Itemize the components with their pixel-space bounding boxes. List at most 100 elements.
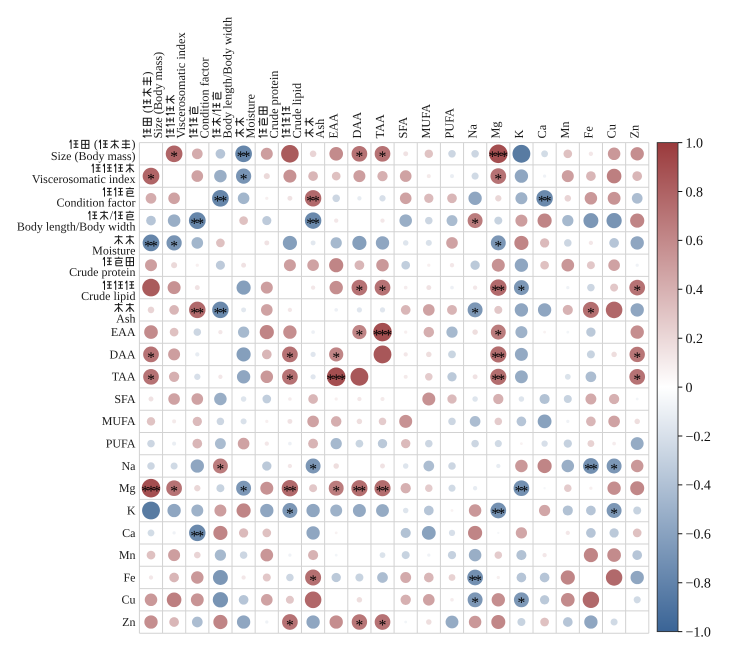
svg-text:): ) (140, 72, 154, 76)
svg-text:Mg: Mg (119, 481, 136, 495)
svg-text:*: * (356, 149, 364, 166)
svg-text:Fe: Fe (581, 126, 595, 139)
svg-text:*: * (196, 216, 204, 233)
svg-text:DAA: DAA (110, 347, 136, 361)
svg-text:*: * (286, 372, 294, 389)
svg-text:*: * (243, 149, 251, 166)
svg-text:*: * (170, 149, 178, 166)
svg-text:*: * (468, 572, 476, 589)
svg-text:*: * (584, 461, 592, 478)
svg-text:Ash: Ash (313, 119, 327, 139)
svg-text:Ca: Ca (122, 526, 136, 540)
svg-text:*: * (286, 505, 294, 522)
svg-text:*: * (515, 483, 523, 500)
svg-text:*: * (237, 149, 245, 166)
svg-text:SFA: SFA (396, 117, 410, 139)
svg-text:−0.8: −0.8 (686, 577, 711, 592)
svg-text:0.6: 0.6 (686, 234, 704, 249)
svg-text:*: * (150, 238, 158, 255)
svg-text:MUFA: MUFA (102, 414, 136, 428)
svg-text:*: * (497, 282, 505, 299)
svg-text:*: * (147, 372, 155, 389)
svg-text:MUFA: MUFA (419, 104, 433, 139)
svg-text:*: * (144, 238, 152, 255)
svg-text:*: * (326, 372, 334, 389)
svg-text:*: * (141, 483, 149, 500)
svg-text:Mn: Mn (558, 121, 572, 138)
svg-text:Zn: Zn (628, 125, 642, 139)
svg-text:DAA: DAA (350, 112, 364, 139)
svg-text:*: * (376, 483, 384, 500)
svg-text:K: K (127, 503, 136, 517)
svg-text:*: * (590, 461, 598, 478)
svg-text:Mg: Mg (489, 121, 503, 138)
svg-text:*: * (196, 528, 204, 545)
svg-text:*: * (356, 617, 364, 634)
svg-text:*: * (518, 282, 526, 299)
svg-text:*: * (356, 327, 364, 344)
svg-text:*: * (379, 617, 387, 634)
svg-text:*: * (497, 349, 505, 366)
svg-text:TAA: TAA (373, 114, 387, 138)
svg-text:−0.6: −0.6 (686, 528, 711, 543)
svg-text:*: * (471, 216, 479, 233)
svg-text:*: * (471, 595, 479, 612)
svg-text:*: * (500, 149, 508, 166)
svg-text:Moisture: Moisture (92, 243, 135, 257)
svg-text:*: * (289, 483, 297, 500)
svg-text:Crude lipid: Crude lipid (81, 289, 135, 303)
svg-text:*: * (338, 372, 346, 389)
svg-text:*: * (190, 216, 198, 233)
svg-text:): ) (132, 137, 136, 151)
svg-text:*: * (196, 305, 204, 322)
svg-text:*: * (544, 193, 552, 210)
svg-text:*: * (494, 238, 502, 255)
svg-text:/: / (209, 112, 223, 116)
svg-text:0.8: 0.8 (686, 185, 704, 200)
svg-text:*: * (332, 372, 340, 389)
svg-text:0: 0 (686, 381, 693, 396)
svg-text:−0.2: −0.2 (686, 430, 711, 445)
svg-text:EAA: EAA (327, 113, 341, 138)
svg-text:*: * (358, 483, 366, 500)
svg-text:*: * (312, 216, 320, 233)
svg-text:*: * (356, 282, 364, 299)
svg-text:Ca: Ca (535, 124, 549, 138)
svg-text:*: * (379, 149, 387, 166)
svg-text:Mn: Mn (119, 548, 136, 562)
svg-text:*: * (309, 572, 317, 589)
svg-text:*: * (283, 483, 291, 500)
svg-text:Na: Na (122, 459, 137, 473)
svg-text:Viscerosomatic index: Viscerosomatic index (174, 32, 188, 138)
svg-text:−1.0: −1.0 (686, 625, 711, 640)
svg-text:*: * (332, 483, 340, 500)
svg-text:*: * (312, 193, 320, 210)
svg-text:*: * (306, 216, 314, 233)
svg-text:PUFA: PUFA (442, 108, 456, 139)
svg-text:*: * (309, 461, 317, 478)
svg-text:0.2: 0.2 (686, 332, 704, 347)
svg-text:*: * (518, 595, 526, 612)
svg-text:*: * (497, 505, 505, 522)
svg-text:*: * (190, 305, 198, 322)
svg-text:TAA: TAA (112, 370, 136, 384)
svg-text:−0.4: −0.4 (686, 479, 711, 494)
svg-text:Ash: Ash (116, 311, 135, 325)
svg-text:*: * (220, 193, 228, 210)
svg-text:*: * (382, 483, 390, 500)
svg-text:*: * (494, 171, 502, 188)
svg-text:Crude protein: Crude protein (267, 71, 281, 139)
svg-text:Moisture: Moisture (244, 94, 258, 139)
svg-text:*: * (633, 349, 641, 366)
svg-text:*: * (240, 483, 248, 500)
svg-text:Cu: Cu (605, 124, 619, 138)
svg-text:*: * (214, 305, 222, 322)
svg-text:*: * (286, 349, 294, 366)
svg-text:*: * (491, 505, 499, 522)
svg-text:*: * (587, 305, 595, 322)
svg-text:Body length/Body width: Body length/Body width (221, 17, 235, 139)
svg-text:*: * (491, 372, 499, 389)
svg-text:*: * (170, 238, 178, 255)
svg-text:*: * (147, 483, 155, 500)
svg-text:*: * (521, 483, 529, 500)
